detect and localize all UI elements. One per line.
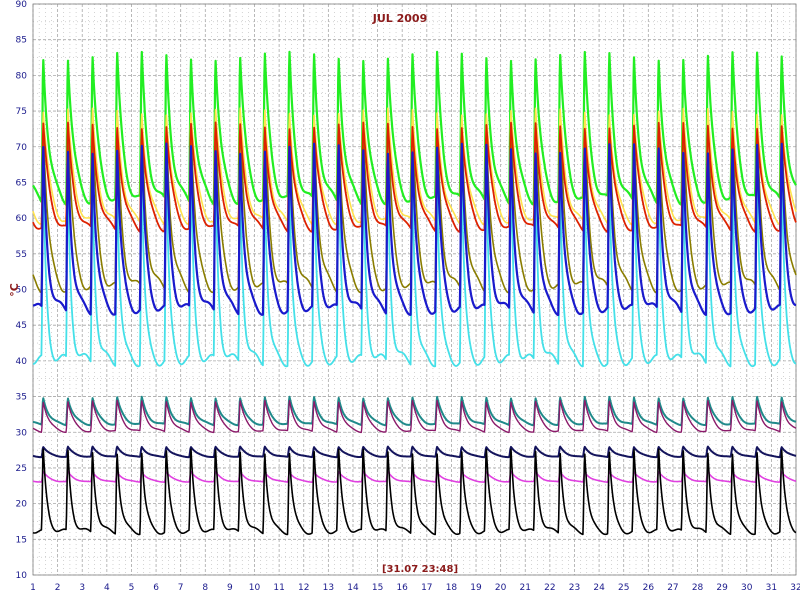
y-tick-label: 90 bbox=[16, 0, 28, 10]
series-line bbox=[32, 445, 797, 459]
x-tick-label: 21 bbox=[520, 583, 531, 593]
y-tick-label: 75 bbox=[16, 107, 27, 117]
x-tick-label: 6 bbox=[153, 583, 159, 593]
y-tick-label: 25 bbox=[16, 464, 27, 474]
x-tick-label: 24 bbox=[593, 583, 605, 593]
x-tick-label: 5 bbox=[129, 583, 135, 593]
x-tick-label: 28 bbox=[692, 583, 704, 593]
chart-title: JUL 2009 bbox=[372, 12, 427, 25]
x-tick-label: 17 bbox=[421, 583, 432, 593]
y-tick-label: 65 bbox=[16, 178, 27, 188]
plot-frame bbox=[32, 3, 797, 576]
x-tick-label: 25 bbox=[618, 583, 629, 593]
x-tick-label: 1 bbox=[30, 583, 36, 593]
x-tick-label: 4 bbox=[104, 583, 110, 593]
series-line bbox=[32, 107, 797, 226]
series-line bbox=[32, 395, 797, 427]
series-line bbox=[32, 448, 797, 536]
series-line bbox=[32, 50, 797, 206]
y-axis-label: °C bbox=[8, 283, 21, 297]
series-line bbox=[32, 113, 797, 294]
y-tick-label: 85 bbox=[16, 36, 27, 46]
x-tick-label: 13 bbox=[323, 583, 334, 593]
grid bbox=[32, 3, 797, 576]
y-tick-label: 15 bbox=[16, 535, 27, 545]
x-tick-label: 29 bbox=[716, 583, 728, 593]
x-tick-label: 18 bbox=[446, 583, 458, 593]
x-tick-label: 22 bbox=[544, 583, 555, 593]
series-line bbox=[32, 470, 797, 483]
y-tick-label: 55 bbox=[16, 250, 27, 260]
x-tick-label: 32 bbox=[790, 583, 800, 593]
x-tick-label: 3 bbox=[79, 583, 85, 593]
y-tick-label: 40 bbox=[16, 357, 28, 367]
x-tick-label: 7 bbox=[178, 583, 184, 593]
x-tick-label: 8 bbox=[202, 583, 208, 593]
x-tick-label: 30 bbox=[741, 583, 753, 593]
series-line bbox=[32, 142, 797, 317]
y-tick-label: 70 bbox=[16, 143, 28, 153]
y-tick-label: 35 bbox=[16, 393, 27, 403]
series-line bbox=[32, 399, 797, 434]
y-tick-label: 30 bbox=[16, 428, 28, 438]
y-tick-label: 50 bbox=[16, 286, 28, 296]
y-tick-label: 10 bbox=[16, 571, 28, 581]
x-tick-label: 9 bbox=[227, 583, 233, 593]
y-tick-label: 45 bbox=[16, 321, 27, 331]
series-line bbox=[32, 175, 797, 368]
series-group bbox=[32, 50, 797, 536]
x-tick-label: 20 bbox=[495, 583, 507, 593]
timestamp-status: [31.07 23:48] bbox=[382, 564, 458, 575]
x-tick-label: 31 bbox=[766, 583, 777, 593]
y-tick-label: 60 bbox=[16, 214, 28, 224]
x-tick-label: 11 bbox=[273, 583, 284, 593]
series-line bbox=[32, 121, 797, 233]
x-tick-label: 27 bbox=[667, 583, 678, 593]
y-tick-label: 20 bbox=[16, 500, 28, 510]
x-tick-label: 10 bbox=[249, 583, 261, 593]
x-tick-label: 12 bbox=[298, 583, 309, 593]
x-tick-label: 26 bbox=[643, 583, 655, 593]
x-tick-label: 16 bbox=[396, 583, 408, 593]
x-tick-label: 2 bbox=[55, 583, 61, 593]
y-tick-label: 80 bbox=[16, 71, 28, 81]
x-tick-label: 14 bbox=[347, 583, 359, 593]
x-tick-label: 23 bbox=[569, 583, 580, 593]
x-tick-label: 19 bbox=[470, 583, 482, 593]
x-tick-label: 15 bbox=[372, 583, 383, 593]
